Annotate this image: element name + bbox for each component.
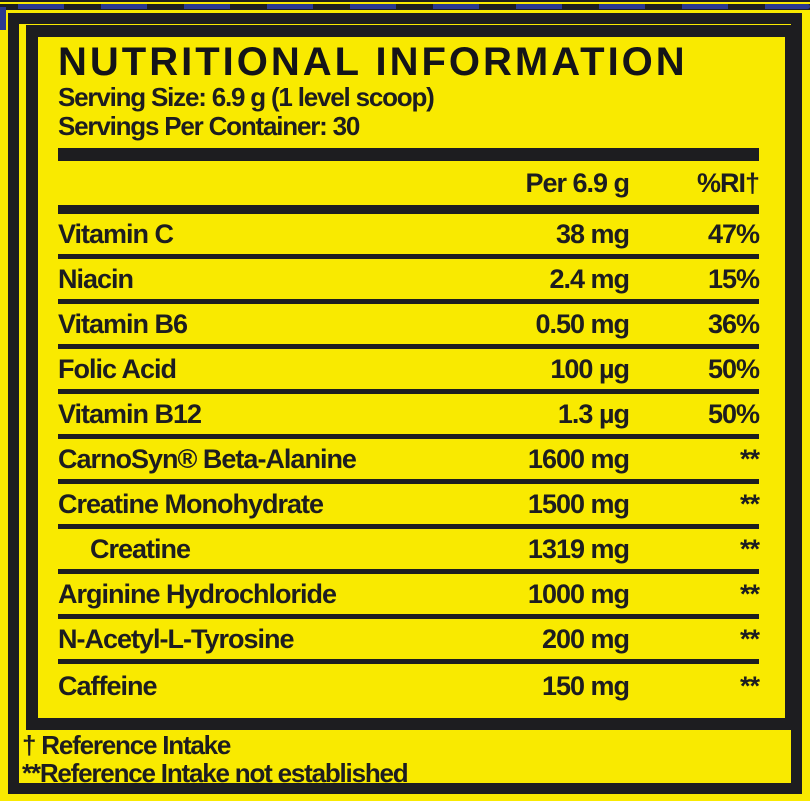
column-header-ri: %RI† <box>696 167 760 198</box>
blue-corner-dash <box>0 7 6 30</box>
nutrient-amount: 1319 mg <box>527 533 630 564</box>
column-header-amount: Per 6.9 g <box>525 167 630 198</box>
nutrient-amount: 200 mg <box>541 623 630 654</box>
decorative-top-strip <box>0 0 810 10</box>
nutrient-amount: 1000 mg <box>527 578 630 609</box>
nutrient-name: Arginine Hydrochloride <box>58 578 337 609</box>
nutrient-name: N-Acetyl-L-Tyrosine <box>58 623 295 654</box>
nutrient-ri: 50% <box>707 353 760 384</box>
nutrient-ri: 50% <box>707 398 760 429</box>
table-row: CarnoSyn® Beta-Alanine 1600 mg ** <box>58 439 760 485</box>
nutrient-amount: 150 mg <box>541 671 630 702</box>
nutrient-name: Niacin <box>58 263 134 294</box>
nutrient-name: Creatine <box>90 533 191 564</box>
nutrient-ri: ** <box>739 623 760 654</box>
table-row: Vitamin C 38 mg 47% <box>58 214 760 260</box>
nutrient-name: Vitamin C <box>58 218 174 249</box>
blue-dash-pattern <box>0 4 810 9</box>
nutrient-amount: 1500 mg <box>527 488 630 519</box>
table-row: Creatine 1319 mg ** <box>58 529 760 575</box>
table-row: Vitamin B6 0.50 mg 36% <box>58 304 760 350</box>
table-row: Vitamin B12 1.3 µg 50% <box>58 394 760 440</box>
nutrient-ri: ** <box>739 533 760 564</box>
nutrient-ri: 47% <box>707 218 760 249</box>
nutrition-panel: NUTRITIONAL INFORMATION Serving Size: 6.… <box>26 25 797 730</box>
nutrient-name: Caffeine <box>58 671 158 702</box>
nutrient-amount: 1.3 µg <box>557 398 630 429</box>
table-row: Arginine Hydrochloride 1000 mg ** <box>58 574 760 620</box>
nutrient-ri: 36% <box>707 308 760 339</box>
nutrient-ri: 15% <box>707 263 760 294</box>
table-row: Folic Acid 100 µg 50% <box>58 349 760 395</box>
nutrient-name: Creatine Monohydrate <box>58 488 324 519</box>
nutrient-name: Folic Acid <box>58 353 177 384</box>
footnotes: † Reference Intake **Reference Intake no… <box>22 731 782 787</box>
nutrient-ri: ** <box>739 443 760 474</box>
table-row: N-Acetyl-L-Tyrosine 200 mg ** <box>58 619 760 665</box>
nutrient-amount: 38 mg <box>555 218 630 249</box>
footnote-reference-intake: † Reference Intake <box>22 730 231 760</box>
nutrient-name: Vitamin B12 <box>58 398 202 429</box>
nutrient-name: Vitamin B6 <box>58 308 188 339</box>
header-bottom-bar <box>58 205 759 215</box>
servings-per-container: Servings Per Container: 30 <box>58 110 360 141</box>
nutrient-name: CarnoSyn® Beta-Alanine <box>58 443 357 474</box>
table-row: Caffeine 150 mg ** <box>58 664 760 709</box>
nutrient-amount: 100 µg <box>550 353 630 384</box>
nutrient-ri: ** <box>739 488 760 519</box>
table-row: Niacin 2.4 mg 15% <box>58 259 760 305</box>
serving-size: Serving Size: 6.9 g (1 level scoop) <box>58 82 435 112</box>
nutrient-ri: ** <box>739 671 760 702</box>
nutrient-amount: 0.50 mg <box>535 308 630 339</box>
footnote-ri-not-established: **Reference Intake not established <box>22 758 409 789</box>
header-top-bar <box>58 148 759 162</box>
nutrient-amount: 1600 mg <box>527 443 630 474</box>
table-row: Creatine Monohydrate 1500 mg ** <box>58 484 760 530</box>
panel-title: NUTRITIONAL INFORMATION <box>58 40 688 84</box>
nutrient-amount: 2.4 mg <box>549 263 630 294</box>
column-header-row: Per 6.9 g %RI† <box>58 161 760 205</box>
nutrient-ri: ** <box>739 578 760 609</box>
